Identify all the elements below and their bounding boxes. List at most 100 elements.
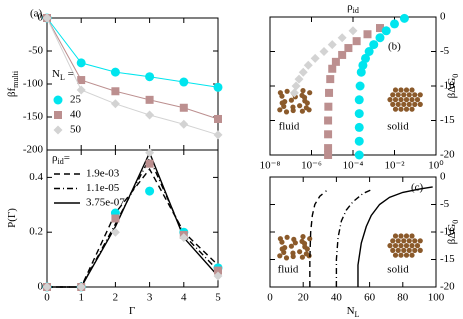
data-point [213, 130, 223, 140]
x-tick-label: 20 [298, 292, 310, 304]
cluster-particle [401, 92, 407, 98]
data-point [354, 136, 364, 146]
data-point [325, 88, 334, 97]
annotation: fluid [278, 264, 299, 276]
cluster-particle [406, 101, 412, 107]
data-point [337, 33, 347, 43]
data-point [42, 13, 52, 23]
data-point [326, 75, 335, 84]
data-point [369, 40, 379, 50]
y-tick-label: -10 [440, 80, 455, 92]
label-main: ρ [52, 152, 58, 164]
data-point [110, 67, 120, 77]
data-point [111, 87, 120, 96]
y-tick-label: 0 [440, 11, 446, 23]
cluster-icon [387, 87, 423, 112]
cluster-particle [290, 253, 296, 260]
axis-label: βΔG0 [446, 220, 460, 245]
data-point [76, 282, 86, 292]
data-point [354, 150, 364, 160]
data-point [344, 44, 353, 53]
data-point [364, 47, 374, 56]
cluster-particle [300, 88, 306, 94]
cluster-particle [403, 252, 410, 258]
axis-label: ρid [347, 1, 359, 15]
cluster-particle [281, 103, 287, 109]
data-point [324, 102, 333, 111]
data-point [399, 13, 409, 23]
data-line [309, 190, 327, 287]
cluster-particle [409, 252, 415, 258]
y-tick-label: -150 [23, 111, 44, 123]
axis-label: βfmulti [6, 70, 20, 97]
cluster-particle [398, 87, 404, 93]
cluster-particle [277, 107, 283, 113]
cluster-particle [284, 88, 290, 94]
cluster-particle [283, 109, 290, 115]
y-tick-label: 0 [440, 171, 446, 183]
data-point [110, 227, 120, 237]
data-line [357, 186, 433, 287]
label-main: βf [6, 87, 18, 97]
y-tick-label: -15 [440, 114, 455, 126]
x-tick-label: 10⁰ [428, 160, 444, 172]
cluster-particle [398, 106, 404, 112]
label-main: ρ [347, 1, 353, 13]
data-point [360, 53, 370, 63]
label-main: βΔG [446, 224, 458, 245]
cluster-particle [392, 243, 399, 249]
y-tick-label: -20 [440, 149, 455, 161]
cluster-particle [412, 238, 418, 244]
data-point [390, 19, 399, 29]
axis-label: NL = [52, 68, 74, 82]
data-point [111, 214, 120, 223]
cluster-particle [395, 92, 401, 98]
cluster-particle [395, 247, 401, 253]
data-point [145, 159, 154, 168]
data-point [76, 58, 86, 68]
label-sub: id [58, 157, 64, 166]
cluster-particle [307, 236, 313, 242]
cluster-particle [387, 97, 393, 103]
data-line [47, 156, 219, 288]
data-point [354, 122, 364, 132]
x-tick-label: 100 [428, 292, 445, 304]
data-point [310, 53, 320, 63]
data-line [46, 17, 219, 88]
cluster-particle [392, 252, 399, 258]
axis-label: βΔG0 [446, 74, 460, 99]
x-tick-label: 10⁻⁶ [301, 160, 322, 172]
x-tick-label: 10⁻² [384, 160, 405, 172]
data-point [298, 67, 308, 77]
data-point [145, 95, 154, 104]
data-point [289, 88, 299, 98]
panel-label: (c) [411, 182, 424, 194]
cluster-particle [401, 247, 407, 253]
data-point [375, 33, 385, 43]
cluster-particle [398, 97, 404, 103]
cluster-particle [290, 107, 296, 114]
cluster-particle [412, 247, 418, 253]
y-tick-label: 0 [38, 12, 44, 24]
cluster-particle [417, 92, 423, 98]
cluster-particle [283, 255, 290, 261]
cluster-particle [284, 234, 290, 240]
y-tick-label: -50 [28, 45, 43, 57]
data-point [375, 24, 384, 33]
data-line [335, 188, 374, 287]
label-sub: L [355, 310, 360, 319]
data-point [324, 116, 333, 125]
cluster-particle [297, 249, 303, 255]
x-tick-label: 80 [397, 292, 409, 304]
label-main: N [52, 68, 60, 80]
cluster-particle [414, 243, 421, 249]
label-sub: L [60, 73, 65, 82]
data-point [179, 103, 188, 112]
x-tick-label: 5 [215, 292, 221, 304]
data-point [338, 50, 347, 59]
legend-marker [53, 95, 63, 105]
cluster-particle [412, 101, 418, 107]
data-point [213, 271, 223, 281]
cluster-particle [307, 90, 313, 96]
